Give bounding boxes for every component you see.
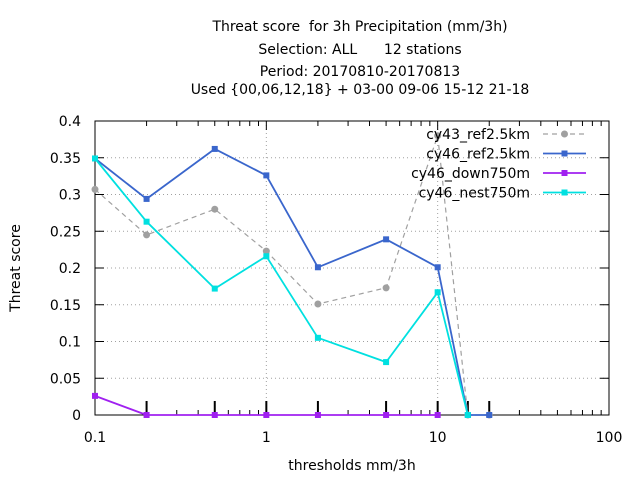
data-point [92,392,98,399]
series-line-cy46_nest750m [94,157,469,416]
legend-marker [561,170,568,176]
series-cy46_nest750m [92,155,471,418]
data-point [383,359,390,366]
data-point [434,264,441,271]
x-tick-label: 0.1 [84,430,106,446]
data-point [263,253,270,260]
title-line-4: Used {00,06,12,18} + 03-00 09-06 15-12 2… [190,82,530,98]
legend-label-cy46_ref2.5km: cy46_ref2.5km [426,147,530,163]
data-point [383,412,390,418]
data-point [262,247,270,255]
legend-label-cy46_down750m: cy46_down750m [411,166,530,182]
legend-label-cy43_ref2.5km: cy43_ref2.5km [426,127,530,143]
data-point [143,195,150,202]
data-point [211,205,219,213]
data-point [211,145,218,152]
data-point [92,155,98,162]
y-tick-label: 0.1 [59,335,81,351]
data-point [314,300,322,308]
y-tick-label: 0.25 [50,224,81,240]
title-line-3: Period: 20170810-20170813 [259,64,461,80]
data-point [314,334,321,341]
x-tick-label: 1 [262,430,271,446]
legend-marker [561,189,568,196]
legend-label-cy46_nest750m: cy46_nest750m [419,186,530,202]
data-point [382,284,390,292]
x-axis-label: thresholds mm/3h [288,458,415,474]
legend-marker [561,150,568,157]
x-tick-label: 100 [596,430,623,446]
data-point [434,289,441,296]
data-point [91,185,99,193]
data-point [434,132,442,140]
data-point [211,412,218,418]
legend-marker [561,130,568,138]
title-line-1: Threat score for 3h Precipitation (mm/3h… [212,19,508,35]
y-tick-label: 0.4 [59,114,81,130]
y-tick-label: 0.35 [50,151,81,167]
y-tick-label: 0.2 [59,261,81,277]
x-tick-label: 10 [429,430,447,446]
data-point [434,412,441,418]
data-point [211,285,218,292]
data-point [464,412,471,418]
series-lines [91,132,493,419]
y-tick-label: 0.3 [59,188,81,204]
data-point [143,231,151,239]
data-point [263,172,270,179]
grid [95,121,609,415]
data-point [314,264,321,271]
series-cy46_ref2.5km [92,145,493,418]
y-tick-label: 0 [72,408,81,424]
data-point [263,412,270,418]
data-point [143,218,150,225]
y-axis-label: Threat score [8,224,24,313]
y-tick-label: 0.15 [50,298,81,314]
series-cy46_down750m [92,392,441,418]
legend: cy43_ref2.5km cy46_ref2.5km cy46_down750mc… [411,127,586,202]
data-point [486,412,493,418]
title-line-2: Selection: ALL 12 stations [258,42,462,58]
data-point [383,236,390,243]
axis-ticks: 0.1 1 10 100 0 0.05 0.1 0.15 0.2 0.25 0.3 0.35 0.4 [50,114,623,446]
data-point [143,412,150,418]
data-point [314,412,321,418]
y-tick-label: 0.05 [50,371,81,387]
